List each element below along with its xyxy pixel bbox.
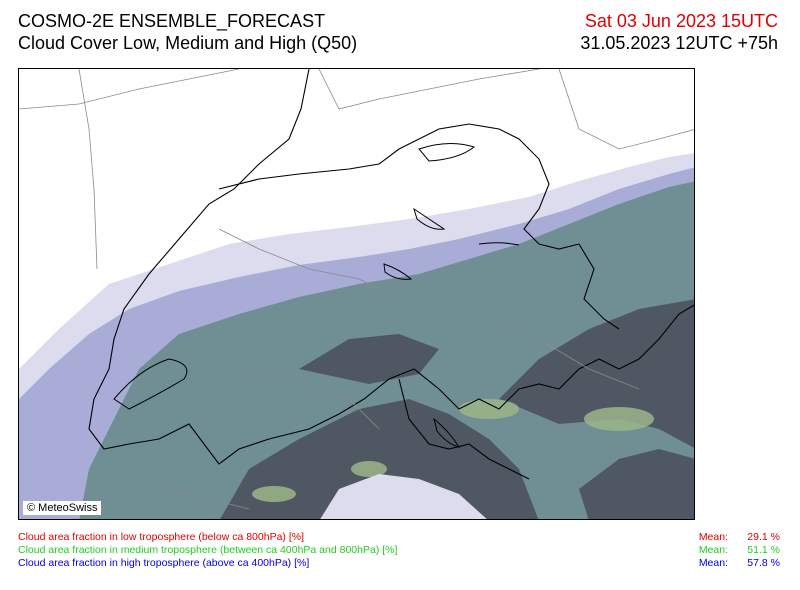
legend-row-medium: Cloud area fraction in medium tropospher…	[18, 544, 780, 557]
legend-mean-label-high: Mean:	[698, 557, 728, 569]
lakes	[113, 143, 520, 448]
legend-label-medium: Cloud area fraction in medium tropospher…	[18, 544, 398, 556]
legend-mean-value-high: 57.8 %	[747, 557, 780, 569]
legend-mean-value-low: 29.1 %	[747, 531, 780, 543]
admin-borders	[19, 69, 694, 510]
legend-mean-value-medium: 51.1 %	[747, 544, 780, 556]
product-name: Cloud Cover Low, Medium and High (Q50)	[18, 33, 358, 53]
valid-time: Sat 03 Jun 2023 15UTC	[584, 11, 778, 31]
time-info: Sat 03 Jun 2023 15UTC 31.05.2023 12UTC +…	[580, 10, 778, 54]
clear-sky-area	[320, 474, 487, 519]
legend-mean-label-low: Mean:	[698, 531, 728, 543]
dense-cloud-patches	[220, 299, 694, 519]
map-layer	[19, 69, 694, 519]
legend-label-high: Cloud area fraction in high troposphere …	[18, 557, 310, 569]
map-title: COSMO-2E ENSEMBLE_FORECAST Cloud Cover L…	[18, 10, 357, 54]
model-name: COSMO-2E ENSEMBLE_FORECAST	[18, 11, 326, 31]
country-borders	[88, 69, 694, 480]
legend-mean-label-medium: Mean:	[698, 544, 728, 556]
copyright-label: © MeteoSwiss	[23, 501, 102, 515]
legend-row-low: Cloud area fraction in low troposphere (…	[18, 531, 780, 544]
legend-row-high: Cloud area fraction in high troposphere …	[18, 557, 780, 570]
forecast-map: © MeteoSwiss	[18, 68, 695, 520]
legend-label-low: Cloud area fraction in low troposphere (…	[18, 531, 304, 543]
legend: Cloud area fraction in low troposphere (…	[18, 531, 780, 570]
run-time: 31.05.2023 12UTC +75h	[580, 33, 778, 53]
